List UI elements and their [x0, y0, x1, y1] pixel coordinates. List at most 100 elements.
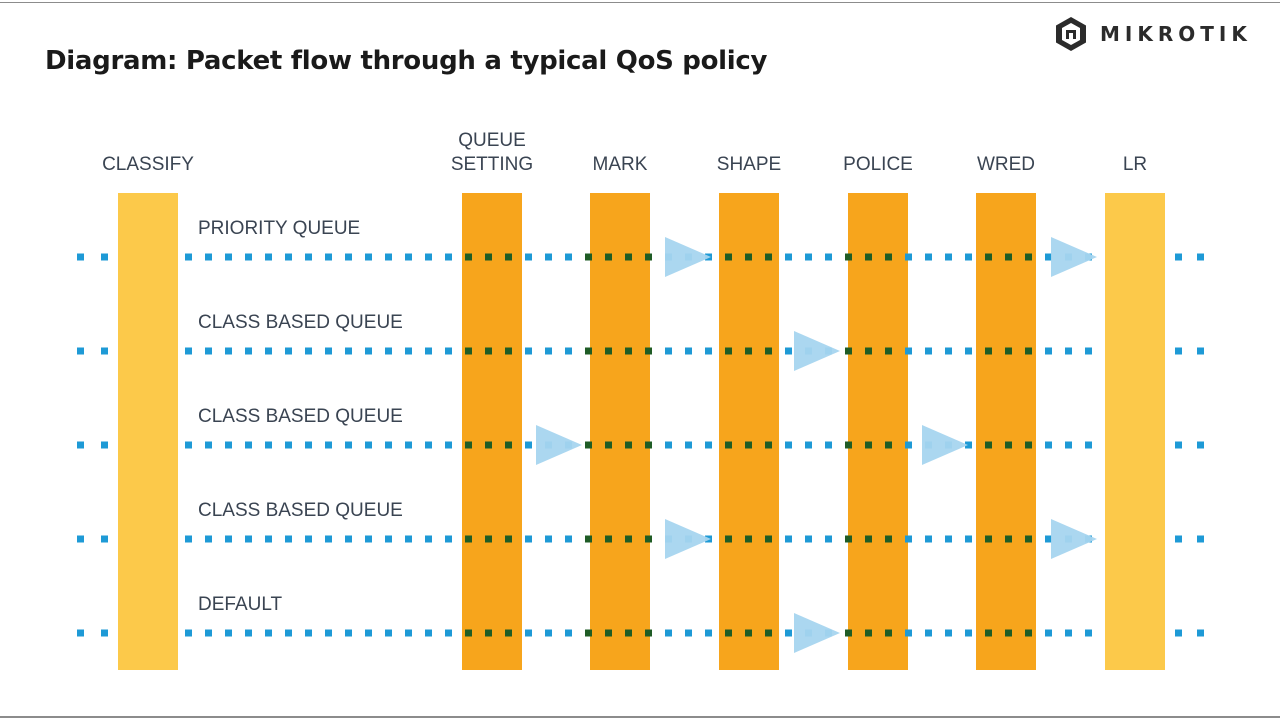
- stage-label-classify: CLASSIFY: [102, 154, 194, 175]
- stage-label-shape: SHAPE: [717, 154, 781, 175]
- flow-dot: [945, 535, 952, 543]
- flow-dot: [245, 253, 252, 261]
- flow-dot: [965, 535, 972, 543]
- flow-dot: [925, 253, 932, 261]
- flow-dot: [1175, 629, 1182, 637]
- flow-dot: [245, 629, 252, 637]
- flow-dot: [325, 253, 332, 261]
- flow-dot: [945, 253, 952, 261]
- flow-dot: [245, 535, 252, 543]
- stage-bar-wred: [976, 193, 1036, 670]
- flow-dot: [385, 347, 392, 355]
- brand-name: MIKROTIK: [1100, 22, 1252, 46]
- flow-dot: [905, 535, 912, 543]
- flow-dot: [1045, 253, 1052, 261]
- flow-dot: [325, 629, 332, 637]
- flow-dot: [365, 535, 372, 543]
- flow-dot: [605, 629, 612, 637]
- top-border: [0, 2, 1280, 3]
- flow-dot: [965, 253, 972, 261]
- mikrotik-hexagon-logo-icon: [1056, 17, 1086, 51]
- flow-dot: [765, 535, 772, 543]
- flow-dot: [245, 347, 252, 355]
- flow-dot: [725, 441, 732, 449]
- flow-dot: [1045, 441, 1052, 449]
- stage-label-queue-setting: SETTING: [451, 154, 533, 175]
- flow-dot: [205, 629, 212, 637]
- flow-dot: [565, 253, 572, 261]
- flow-dot: [625, 441, 632, 449]
- flow-dot: [545, 535, 552, 543]
- flow-dot: [365, 629, 372, 637]
- flow-dot: [365, 253, 372, 261]
- flow-dot: [845, 253, 852, 261]
- flow-dot: [1025, 441, 1032, 449]
- flow-dot: [405, 347, 412, 355]
- flow-dot: [1197, 629, 1204, 637]
- flow-dot: [745, 253, 752, 261]
- flow-dot: [905, 347, 912, 355]
- flow-dot: [885, 347, 892, 355]
- flow-dot: [405, 253, 412, 261]
- flow-dot: [745, 629, 752, 637]
- flow-dot: [77, 347, 84, 355]
- flow-dot: [505, 535, 512, 543]
- flow-dot: [605, 253, 612, 261]
- flow-dot: [585, 441, 592, 449]
- flow-dot: [285, 629, 292, 637]
- flow-dot: [1065, 629, 1072, 637]
- flow-dot: [725, 253, 732, 261]
- flow-dot: [305, 441, 312, 449]
- flow-dot: [545, 347, 552, 355]
- stage-bars: [118, 193, 1165, 670]
- flow-dot: [605, 347, 612, 355]
- flow-dot: [465, 441, 472, 449]
- flow-dot: [685, 629, 692, 637]
- flow-dot: [1005, 253, 1012, 261]
- flow-dot: [385, 441, 392, 449]
- stage-bar-queue-setting: [462, 193, 522, 670]
- flow-dot: [785, 441, 792, 449]
- flow-dot: [785, 347, 792, 355]
- flow-dot: [1175, 347, 1182, 355]
- stage-bar-lr: [1105, 193, 1165, 670]
- flow-dot: [405, 629, 412, 637]
- flow-arrow-icon: [794, 613, 840, 653]
- flow-dot: [185, 629, 192, 637]
- flow-dot: [765, 253, 772, 261]
- flow-dot: [965, 347, 972, 355]
- flow-dot: [305, 253, 312, 261]
- flow-dot: [285, 441, 292, 449]
- flow-dot: [1197, 535, 1204, 543]
- flow-dot: [905, 253, 912, 261]
- lane-2: CLASS BASED QUEUE: [77, 312, 1204, 371]
- flow-dot: [365, 347, 372, 355]
- flow-dot: [365, 441, 372, 449]
- flow-dot: [625, 253, 632, 261]
- stage-label-queue-setting: QUEUE: [458, 130, 526, 151]
- flow-dot: [1005, 347, 1012, 355]
- flow-dot: [825, 441, 832, 449]
- flow-dot: [785, 535, 792, 543]
- flow-dot: [185, 535, 192, 543]
- flow-arrow-icon: [1051, 237, 1097, 277]
- flow-dot: [445, 535, 452, 543]
- flow-dot: [825, 253, 832, 261]
- flow-dot: [625, 629, 632, 637]
- flow-dot: [865, 347, 872, 355]
- flow-dot: [865, 535, 872, 543]
- lane-1: PRIORITY QUEUE: [77, 218, 1204, 277]
- flow-dot: [425, 347, 432, 355]
- flow-dot: [505, 253, 512, 261]
- flow-arrow-icon: [1051, 519, 1097, 559]
- stage-bar-shape: [719, 193, 779, 670]
- flow-dot: [205, 441, 212, 449]
- flow-dot: [705, 347, 712, 355]
- flow-dot: [101, 253, 108, 261]
- flow-dot: [905, 629, 912, 637]
- flow-dot: [385, 535, 392, 543]
- flow-dot: [345, 535, 352, 543]
- flow-dot: [285, 535, 292, 543]
- flow-dot: [685, 347, 692, 355]
